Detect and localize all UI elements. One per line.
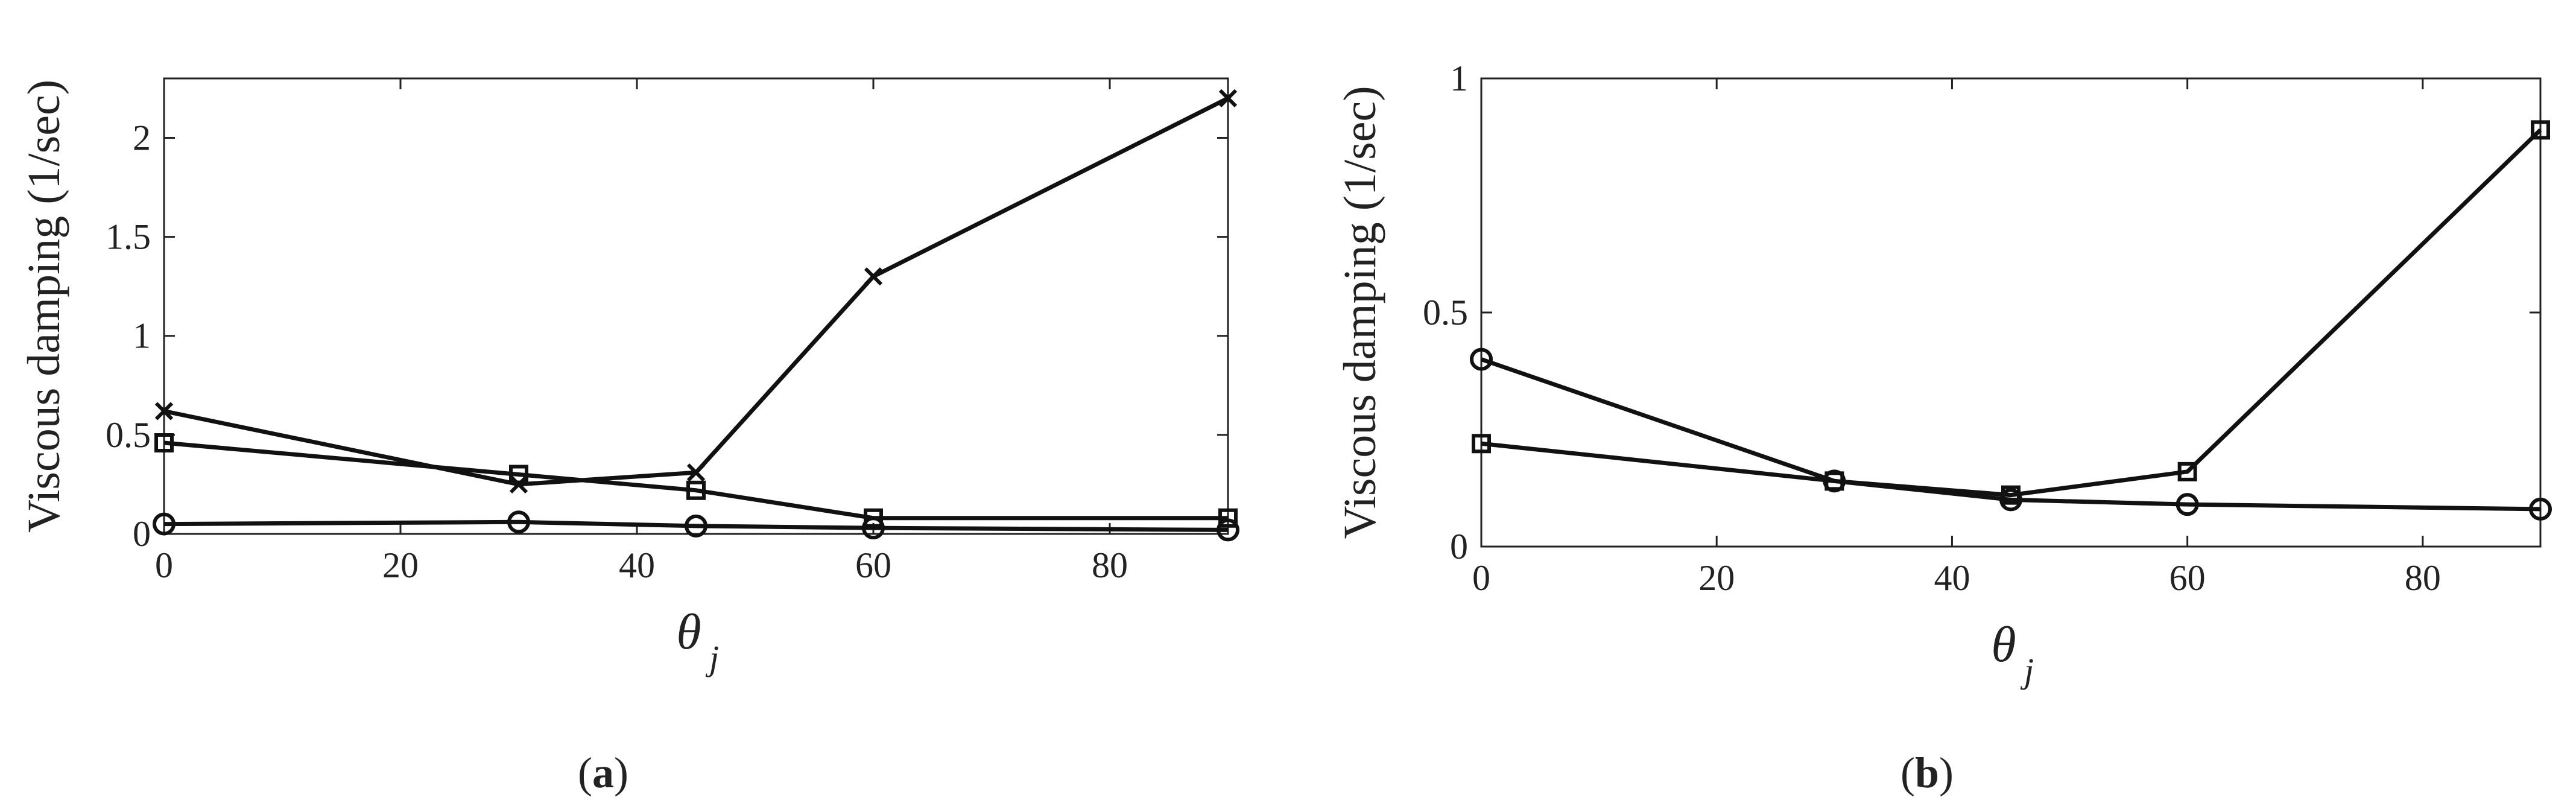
- series-line-circle: [163, 519, 1229, 532]
- caption-open: (: [578, 749, 592, 797]
- data-point-square: [2531, 120, 2550, 140]
- panel-caption: (b): [1900, 749, 1954, 797]
- x-axis-title: θ: [676, 604, 701, 660]
- data-point-x: [509, 475, 528, 494]
- caption-open: (: [1900, 749, 1915, 797]
- series-line-square: [163, 440, 1228, 521]
- data-point-circle: [862, 516, 885, 540]
- data-point-x: [686, 463, 706, 482]
- x-tick-label: 0: [1472, 558, 1490, 598]
- data-point-square: [686, 480, 706, 500]
- series-circle: [153, 510, 1239, 542]
- data-point-x: [864, 267, 883, 286]
- y-axis-title: Viscous damping (1/sec): [19, 80, 69, 533]
- plot-frame: [163, 77, 1229, 535]
- x-tick-label: 0: [155, 545, 173, 585]
- data-point-circle: [2176, 493, 2199, 516]
- data-point-circle: [2529, 497, 2552, 521]
- data-point-circle: [1470, 347, 1493, 371]
- y-tick-label: 0.5: [1423, 293, 1468, 332]
- data-point-square: [2177, 462, 2197, 481]
- y-tick-label: 0: [133, 514, 151, 554]
- data-point-circle: [1823, 469, 1846, 493]
- data-point-square: [509, 465, 528, 484]
- caption-close: ): [1939, 749, 1954, 797]
- x-tick-label: 80: [2405, 558, 2441, 598]
- data-point-circle: [1217, 518, 1239, 542]
- series-square: [154, 433, 1238, 528]
- x-tick-label: 40: [619, 545, 655, 585]
- data-point-square: [154, 433, 174, 452]
- x-tick-label: 80: [1092, 545, 1128, 585]
- x-tick-label: 60: [855, 545, 891, 585]
- data-point-x: [154, 402, 174, 420]
- x-tick-label: 40: [1934, 558, 1970, 598]
- data-point-square: [1472, 434, 1491, 454]
- y-axis-title: Viscous damping (1/sec): [1335, 86, 1385, 539]
- data-point-circle: [507, 510, 530, 534]
- y-tick-label: 1: [1450, 59, 1468, 98]
- panel-caption: (a): [578, 749, 628, 797]
- series-line-circle: [1480, 357, 2541, 512]
- data-point-x: [1218, 89, 1238, 107]
- y-tick-label: 0: [1450, 527, 1468, 566]
- data-point-circle: [1999, 488, 2022, 512]
- x-tick-label: 20: [382, 545, 419, 585]
- caption-letter: a: [592, 749, 614, 797]
- y-tick-label: 0.5: [106, 415, 151, 455]
- y-tick-label: 1: [133, 316, 151, 356]
- x-axis-title-subscript: j: [705, 638, 719, 677]
- y-tick-label: 2: [133, 118, 151, 157]
- caption-close: ): [614, 749, 628, 797]
- x-axis-title: θ: [1991, 617, 2016, 673]
- series-circle: [1470, 347, 2552, 521]
- series-square: [1472, 120, 2550, 505]
- series-x: [154, 89, 1238, 494]
- y-tick-label: 1.5: [106, 217, 151, 257]
- data-point-square: [1218, 508, 1238, 528]
- panel-b: 0 20 40 60 80 0 0.5 1 Viscous damping (1/sec) θ j (…: [1335, 59, 2552, 797]
- data-point-circle: [153, 512, 176, 536]
- x-tick-label: 60: [2169, 558, 2206, 598]
- plot-frame: [1480, 77, 2542, 548]
- caption-letter: b: [1915, 749, 1939, 797]
- panel-a: 0 20 40 60 80 0 0.5 1 1.5 2 Viscous damping (1/sec…: [19, 77, 1239, 797]
- x-tick-label: 20: [1698, 558, 1735, 598]
- data-point-circle: [685, 514, 707, 538]
- x-axis-title-subscript: j: [2020, 651, 2034, 690]
- series-line-square: [1481, 128, 2542, 498]
- series-line-x: [163, 96, 1229, 487]
